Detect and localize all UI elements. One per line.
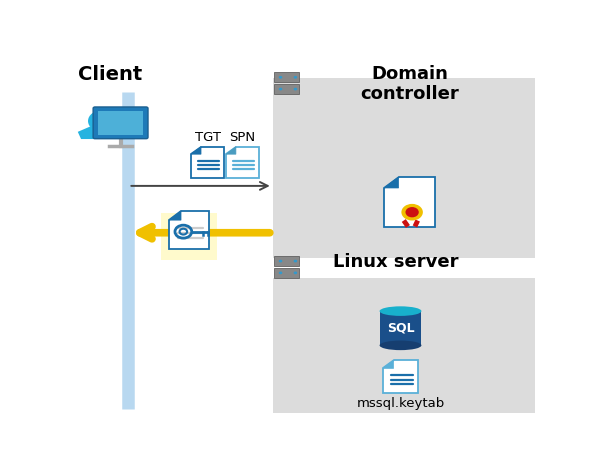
FancyBboxPatch shape (272, 278, 535, 413)
Polygon shape (78, 126, 123, 139)
Circle shape (279, 76, 283, 79)
FancyBboxPatch shape (274, 72, 299, 82)
Circle shape (293, 271, 297, 274)
Circle shape (401, 204, 423, 220)
Circle shape (293, 260, 297, 263)
Circle shape (279, 271, 283, 274)
FancyBboxPatch shape (274, 268, 299, 278)
Polygon shape (383, 360, 394, 368)
Text: mssql.keytab: mssql.keytab (356, 397, 445, 410)
FancyBboxPatch shape (380, 311, 421, 345)
FancyBboxPatch shape (93, 107, 148, 139)
Ellipse shape (380, 307, 421, 316)
Text: Client: Client (78, 65, 142, 84)
Polygon shape (383, 360, 418, 394)
Circle shape (406, 207, 419, 217)
Circle shape (279, 88, 283, 90)
Text: Linux server: Linux server (333, 253, 458, 271)
Text: TGT: TGT (194, 131, 221, 144)
Text: SPN: SPN (229, 131, 256, 144)
Circle shape (279, 260, 283, 263)
Polygon shape (191, 146, 201, 154)
Polygon shape (169, 211, 209, 249)
Polygon shape (226, 146, 259, 178)
Text: Domain
controller: Domain controller (361, 65, 459, 103)
Polygon shape (169, 211, 181, 220)
Circle shape (293, 76, 297, 79)
Polygon shape (191, 146, 224, 178)
FancyBboxPatch shape (161, 213, 217, 260)
Circle shape (88, 110, 116, 132)
Polygon shape (384, 177, 398, 188)
Circle shape (293, 88, 297, 90)
Ellipse shape (380, 341, 421, 350)
Text: SQL: SQL (386, 321, 415, 334)
FancyBboxPatch shape (274, 84, 299, 94)
FancyBboxPatch shape (272, 78, 535, 258)
Polygon shape (384, 177, 436, 227)
Polygon shape (226, 146, 236, 154)
FancyBboxPatch shape (274, 256, 299, 266)
Polygon shape (98, 126, 106, 134)
FancyBboxPatch shape (98, 111, 143, 135)
